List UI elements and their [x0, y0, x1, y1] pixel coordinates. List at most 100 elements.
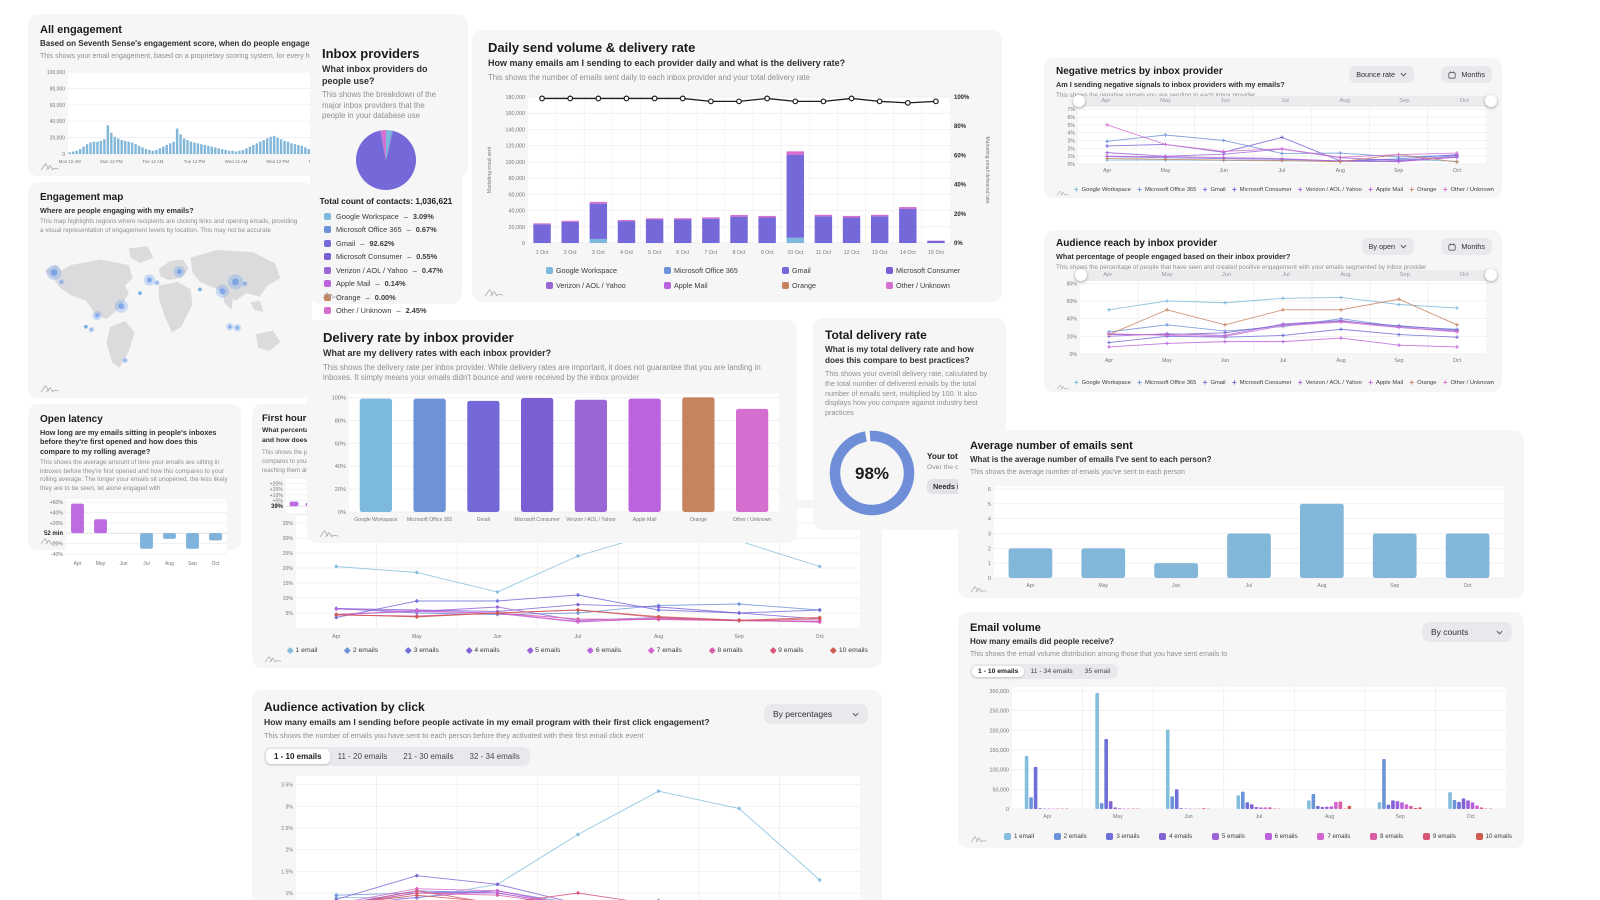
- legend-label: 8 emails: [717, 647, 743, 654]
- seventh-sense-logo-icon: [322, 291, 340, 299]
- legend-item[interactable]: + Orange: [1409, 379, 1436, 387]
- legend-item[interactable]: 1 email: [287, 647, 317, 654]
- legend-marker-icon: [664, 282, 671, 289]
- legend-item[interactable]: + Gmail: [1203, 379, 1226, 387]
- by-percentages-dropdown[interactable]: By percentages: [764, 704, 868, 724]
- legend-item[interactable]: + Orange: [1409, 186, 1436, 194]
- svg-text:Mon 12 PM: Mon 12 PM: [100, 159, 123, 164]
- tab-1-10-emails[interactable]: 1 - 10 emails: [266, 749, 330, 765]
- svg-text:100,000: 100,000: [47, 70, 65, 76]
- legend-item[interactable]: 4 emails: [1159, 833, 1192, 840]
- legend-marker-icon: [1159, 833, 1167, 840]
- legend-item[interactable]: 3 emails: [405, 647, 439, 654]
- legend-item[interactable]: Orange – 0.00%: [324, 293, 396, 302]
- legend-item[interactable]: Apple Mail: [664, 281, 782, 290]
- legend-item[interactable]: 9 emails: [1422, 833, 1456, 840]
- legend-item[interactable]: + Apple Mail: [1368, 379, 1403, 387]
- range-handle-left[interactable]: [1075, 269, 1087, 281]
- legend-item[interactable]: + Other / Unknown: [1443, 186, 1494, 194]
- card-subtitle: How many emails did people receive?: [970, 637, 1115, 646]
- legend-item[interactable]: 4 emails: [465, 647, 500, 654]
- legend-item[interactable]: Verizon / AOL / Yahoo: [546, 281, 664, 290]
- svg-text:Oct: Oct: [816, 634, 825, 640]
- legend-marker-icon: [546, 282, 553, 289]
- bounce-rate-dropdown[interactable]: Bounce rate: [1349, 66, 1414, 83]
- legend-item[interactable]: + Other / Unknown: [1443, 379, 1494, 387]
- svg-text:Tue 12 PM: Tue 12 PM: [184, 159, 206, 164]
- legend-item[interactable]: + Google Workspace: [1074, 379, 1131, 387]
- legend-item[interactable]: 6 emails: [1264, 833, 1298, 840]
- legend-item[interactable]: Microsoft Office 365 – 0.67%: [324, 225, 437, 234]
- card-title: All engagement: [40, 24, 122, 36]
- legend-item[interactable]: Other / Unknown: [886, 281, 1006, 290]
- date-range-slider[interactable]: Apr May Jun Jul Aug Sep Oct: [1073, 95, 1497, 107]
- legend-item[interactable]: + Microsoft Office 365: [1137, 379, 1196, 387]
- tab-32-34-emails[interactable]: 32 - 34 emails: [469, 752, 520, 762]
- legend-item[interactable]: 8 emails: [1370, 833, 1403, 840]
- svg-text:20,000: 20,000: [50, 135, 66, 141]
- legend-item[interactable]: Verizon / AOL / Yahoo – 0.47%: [324, 266, 443, 275]
- legend-item[interactable]: Microsoft Consumer: [886, 266, 1006, 275]
- legend-item[interactable]: 2 emails: [344, 647, 378, 654]
- svg-text:4: 4: [988, 516, 991, 522]
- legend-item[interactable]: Microsoft Consumer – 0.55%: [324, 252, 437, 261]
- legend-item[interactable]: 9 emails: [769, 647, 803, 654]
- svg-text:3.5%: 3.5%: [281, 783, 293, 789]
- legend-item[interactable]: 7 emails: [1317, 833, 1350, 840]
- chart-legend: 1 email 2 emails 3 emails 4 emails 5 emails 6…: [1004, 833, 1512, 840]
- legend-label: Verizon / AOL / Yahoo: [1305, 187, 1362, 193]
- range-handle-left[interactable]: [1073, 95, 1085, 107]
- legend-item[interactable]: Orange: [782, 281, 886, 290]
- legend-item[interactable]: + Google Workspace: [1074, 186, 1131, 194]
- legend-item[interactable]: 10 emails: [830, 647, 868, 654]
- svg-text:5 Oct: 5 Oct: [648, 250, 661, 256]
- legend-item[interactable]: 5 emails: [1211, 833, 1245, 840]
- range-month-label: Oct: [1459, 272, 1469, 278]
- legend-item[interactable]: 6 emails: [587, 647, 621, 654]
- svg-text:Apple Mail: Apple Mail: [633, 517, 657, 523]
- legend-item[interactable]: 10 emails: [1475, 833, 1512, 840]
- legend-item[interactable]: 3 emails: [1106, 833, 1139, 840]
- legend-item[interactable]: + Microsoft Consumer: [1232, 379, 1292, 387]
- tab-35-email[interactable]: 35 email: [1084, 667, 1111, 675]
- by-open-dropdown[interactable]: By open: [1361, 238, 1414, 255]
- legend-item[interactable]: Other / Unknown – 2.45%: [324, 306, 427, 315]
- by-counts-dropdown[interactable]: By counts: [1422, 622, 1512, 642]
- tab-1-10-emails[interactable]: 1 - 10 emails: [972, 665, 1025, 677]
- tab-21-30-emails[interactable]: 21 - 30 emails: [403, 752, 454, 762]
- svg-text:1: 1: [988, 561, 991, 567]
- legend-item[interactable]: + Apple Mail: [1368, 186, 1403, 194]
- legend-item[interactable]: + Verizon / AOL / Yahoo: [1298, 379, 1362, 387]
- range-handle-right[interactable]: [1485, 269, 1497, 281]
- legend-item[interactable]: + Gmail: [1203, 186, 1226, 194]
- legend-item[interactable]: 1 email: [1004, 833, 1034, 840]
- legend-item[interactable]: Gmail: [782, 266, 886, 275]
- legend-item[interactable]: 7 emails: [648, 647, 682, 654]
- legend-item[interactable]: Google Workspace – 3.09%: [324, 212, 434, 221]
- legend-item[interactable]: 5 emails: [526, 647, 560, 654]
- legend-item[interactable]: Gmail – 92.62%: [324, 239, 395, 248]
- card-subtitle: and how does this co: [262, 436, 332, 444]
- svg-text:9 Oct: 9 Oct: [761, 250, 774, 256]
- svg-text:Jun: Jun: [1184, 814, 1192, 820]
- legend-label: 8 emails: [1380, 833, 1404, 840]
- range-handle-right[interactable]: [1485, 95, 1497, 107]
- legend-item[interactable]: + Microsoft Consumer: [1232, 186, 1292, 194]
- legend-item[interactable]: + Microsoft Office 365: [1137, 186, 1196, 194]
- legend-item[interactable]: Google Workspace: [546, 266, 664, 275]
- svg-text:3: 3: [988, 531, 991, 537]
- date-range-slider[interactable]: Apr May Jun Jul Aug Sep Oct: [1075, 269, 1497, 281]
- legend-item[interactable]: 8 emails: [708, 647, 743, 654]
- svg-text:Aug: Aug: [165, 561, 174, 567]
- tab-11-20-emails[interactable]: 11 - 20 emails: [337, 752, 388, 762]
- chevron-down-icon: [1400, 244, 1407, 249]
- legend-item[interactable]: Microsoft Office 365: [664, 266, 782, 275]
- legend-item[interactable]: Apple Mail – 0.14%: [324, 279, 406, 288]
- legend-item[interactable]: 2 emails: [1053, 833, 1087, 840]
- legend-item[interactable]: + Verizon / AOL / Yahoo: [1298, 186, 1362, 194]
- months-button[interactable]: Months: [1441, 66, 1492, 83]
- svg-text:1.5%: 1.5%: [281, 869, 293, 875]
- tab-11-34-emails[interactable]: 11 - 34 emails: [1030, 667, 1073, 675]
- months-button[interactable]: Months: [1441, 238, 1492, 255]
